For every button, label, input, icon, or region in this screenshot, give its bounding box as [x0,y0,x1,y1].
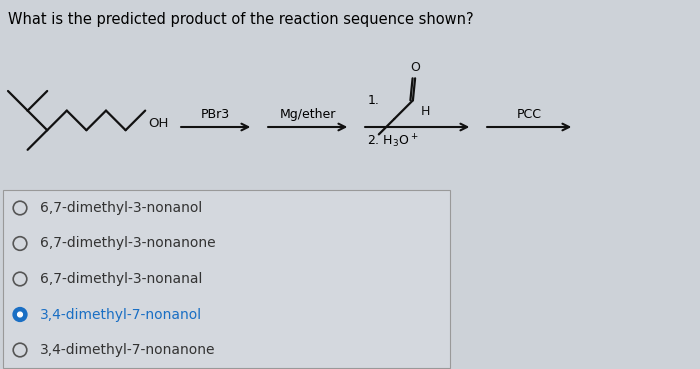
Text: 2. H$_3$O$^+$: 2. H$_3$O$^+$ [368,133,419,151]
Text: PBr3: PBr3 [201,108,230,121]
FancyBboxPatch shape [3,190,450,368]
Text: 3,4-dimethyl-7-nonanol: 3,4-dimethyl-7-nonanol [40,307,202,321]
Circle shape [18,312,22,317]
Text: PCC: PCC [517,108,542,121]
Text: 6,7-dimethyl-3-nonanal: 6,7-dimethyl-3-nonanal [40,272,202,286]
Text: OH: OH [148,117,169,130]
Circle shape [13,308,27,321]
Text: 6,7-dimethyl-3-nonanol: 6,7-dimethyl-3-nonanol [40,201,202,215]
Text: What is the predicted product of the reaction sequence shown?: What is the predicted product of the rea… [8,12,474,27]
Text: Mg/ether: Mg/ether [279,108,336,121]
Text: H: H [421,105,430,118]
Text: 3,4-dimethyl-7-nonanone: 3,4-dimethyl-7-nonanone [40,343,216,357]
Text: 6,7-dimethyl-3-nonanone: 6,7-dimethyl-3-nonanone [40,237,216,251]
Text: 1.: 1. [368,94,379,107]
Text: O: O [410,61,420,74]
